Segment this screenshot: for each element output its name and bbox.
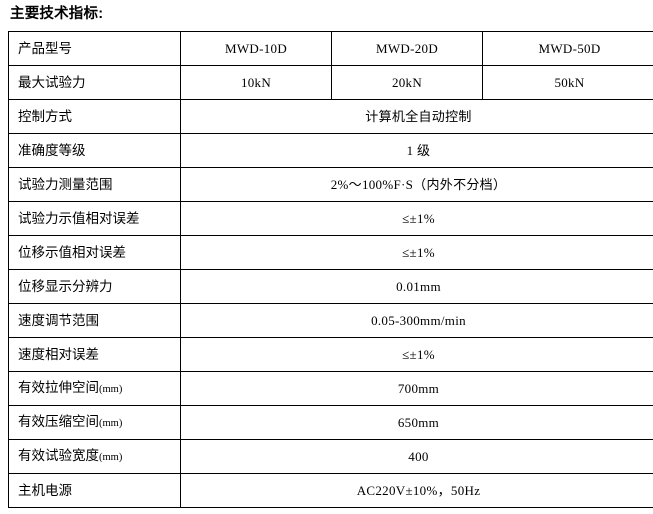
cell-max-force-2: 20kN <box>331 65 483 100</box>
cell-max-force-1: 10kN <box>180 65 332 100</box>
row-label-force-relative-error: 试验力示值相对误差 <box>8 201 181 236</box>
row-label-compression-space: 有效压缩空间(mm) <box>8 405 181 440</box>
table-row-tensile-space: 有效拉伸空间(mm) 700mm <box>8 371 653 406</box>
cell-model-2: MWD-20D <box>331 31 483 66</box>
row-label-speed-relative-error: 速度相对误差 <box>8 337 181 372</box>
table-row-speed-relative-error: 速度相对误差 ≤±1% <box>8 337 653 372</box>
cell-speed-relative-error-value: ≤±1% <box>180 337 653 372</box>
row-label-tensile-space-text: 有效拉伸空间 <box>18 379 99 395</box>
table-row-compression-space: 有效压缩空间(mm) 650mm <box>8 405 653 440</box>
table-row-power-supply: 主机电源 AC220V±10%，50Hz <box>8 473 653 508</box>
row-label-test-width-unit: (mm) <box>99 451 123 463</box>
row-label-max-test-force: 最大试验力 <box>8 65 181 100</box>
table-body: 产品型号 MWD-10D MWD-20D MWD-50D 最大试验力 10kN … <box>8 31 653 508</box>
row-label-compression-space-text: 有效压缩空间 <box>18 413 99 429</box>
table-row-test-width: 有效试验宽度(mm) 400 <box>8 439 653 474</box>
row-label-power-supply: 主机电源 <box>8 473 181 508</box>
row-label-speed-range: 速度调节范围 <box>8 303 181 338</box>
row-label-test-width: 有效试验宽度(mm) <box>8 439 181 474</box>
cell-control-mode-value: 计算机全自动控制 <box>180 99 653 134</box>
table-row-accuracy-grade: 准确度等级 1 级 <box>8 133 653 168</box>
row-label-tensile-space: 有效拉伸空间(mm) <box>8 371 181 406</box>
row-label-tensile-space-unit: (mm) <box>99 383 123 395</box>
cell-model-3: MWD-50D <box>482 31 653 66</box>
row-label-product-model: 产品型号 <box>8 31 181 66</box>
row-label-displacement-resolution: 位移显示分辨力 <box>8 269 181 304</box>
technical-specifications-table: 产品型号 MWD-10D MWD-20D MWD-50D 最大试验力 10kN … <box>8 31 653 508</box>
row-label-test-width-text: 有效试验宽度 <box>18 447 99 463</box>
cell-max-force-3: 50kN <box>482 65 653 100</box>
row-label-accuracy-grade: 准确度等级 <box>8 133 181 168</box>
table-row-max-test-force: 最大试验力 10kN 20kN 50kN <box>8 65 653 100</box>
table-row-product-model: 产品型号 MWD-10D MWD-20D MWD-50D <box>8 31 653 66</box>
cell-power-supply-value: AC220V±10%，50Hz <box>180 473 653 508</box>
cell-accuracy-grade-value: 1 级 <box>180 133 653 168</box>
cell-test-width-value: 400 <box>180 439 653 474</box>
cell-force-relative-error-value: ≤±1% <box>180 201 653 236</box>
cell-tensile-space-value: 700mm <box>180 371 653 406</box>
cell-model-1: MWD-10D <box>180 31 332 66</box>
table-row-speed-range: 速度调节范围 0.05-300mm/min <box>8 303 653 338</box>
table-row-displacement-resolution: 位移显示分辨力 0.01mm <box>8 269 653 304</box>
table-row-displacement-relative-error: 位移示值相对误差 ≤±1% <box>8 235 653 270</box>
row-label-control-mode: 控制方式 <box>8 99 181 134</box>
table-row-control-mode: 控制方式 计算机全自动控制 <box>8 99 653 134</box>
cell-displacement-relative-error-value: ≤±1% <box>180 235 653 270</box>
cell-displacement-resolution-value: 0.01mm <box>180 269 653 304</box>
row-label-displacement-relative-error: 位移示值相对误差 <box>8 235 181 270</box>
page-title: 主要技术指标: <box>10 6 104 22</box>
row-label-force-measurement-range: 试验力测量范围 <box>8 167 181 202</box>
cell-force-measurement-range-value: 2%～100%F·S（内外不分档） <box>180 167 653 202</box>
row-label-compression-space-unit: (mm) <box>99 417 123 429</box>
table-row-force-relative-error: 试验力示值相对误差 ≤±1% <box>8 201 653 236</box>
table-row-force-measurement-range: 试验力测量范围 2%～100%F·S（内外不分档） <box>8 167 653 202</box>
cell-compression-space-value: 650mm <box>180 405 653 440</box>
cell-speed-range-value: 0.05-300mm/min <box>180 303 653 338</box>
